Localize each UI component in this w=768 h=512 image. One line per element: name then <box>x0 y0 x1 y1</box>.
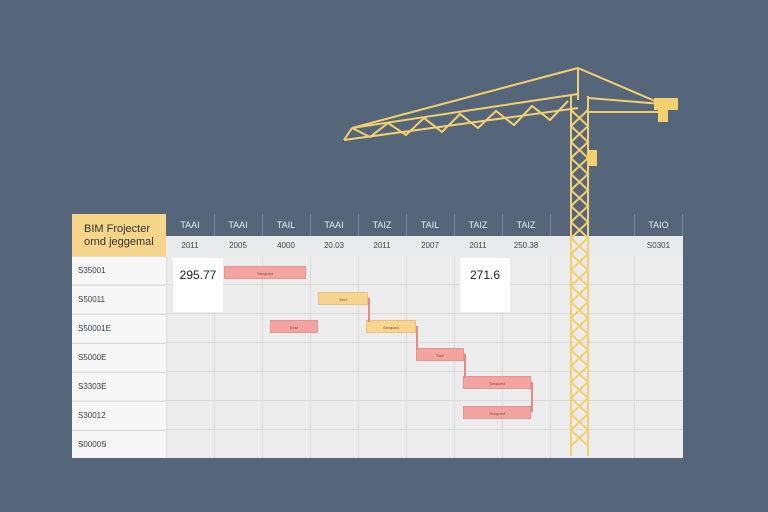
grid-line <box>166 429 683 430</box>
column-date: 2011 <box>469 241 487 250</box>
row-label: S5000E <box>72 343 166 371</box>
column-date: 2005 <box>229 241 247 250</box>
task-bar[interactable]: Secqued <box>224 266 306 279</box>
header-divider <box>214 214 215 236</box>
grid-line <box>166 371 683 372</box>
task-bar[interactable]: Secqued <box>463 376 531 389</box>
crane-mast <box>569 96 590 456</box>
header-divider <box>262 214 263 236</box>
task-bar[interactable]: Secl <box>318 292 368 305</box>
row-label: S0000S <box>72 430 166 458</box>
grid-line <box>166 400 683 401</box>
column-header: TAAI <box>324 220 344 230</box>
row-label: S50001E <box>72 314 166 342</box>
column-date: 2011 <box>373 241 391 250</box>
header-divider <box>502 214 503 236</box>
grid-line <box>166 256 167 458</box>
grid-line <box>310 256 311 458</box>
column-date: 2007 <box>421 241 439 250</box>
value-cell: 295.77 <box>173 258 223 312</box>
header-date-strip <box>166 236 683 256</box>
grid-line <box>214 256 215 458</box>
grid-line <box>166 342 683 343</box>
column-header: TAIL <box>420 220 440 230</box>
row-label: S3303E <box>72 372 166 400</box>
crane-cab <box>588 150 597 166</box>
column-date: S0301 <box>646 241 671 250</box>
header-divider <box>310 214 311 236</box>
row-label: S35001 <box>72 256 166 284</box>
header-divider <box>634 214 635 236</box>
column-header: TAAI <box>180 220 200 230</box>
column-date: 250.38 <box>513 241 539 250</box>
crane-jib <box>343 67 663 141</box>
value-cell: 271.6 <box>460 258 510 312</box>
column-header: TAIZ <box>372 220 392 230</box>
dependency-line <box>464 354 466 378</box>
header-divider <box>550 214 551 236</box>
grid-line <box>262 256 263 458</box>
task-bar[interactable]: Sacl <box>416 348 464 361</box>
grid-line <box>358 256 359 458</box>
task-bar[interactable]: Secqued <box>463 406 531 419</box>
column-header: TAIZ <box>516 220 536 230</box>
column-date: 2011 <box>181 241 199 250</box>
task-bar[interactable]: Secqued <box>366 320 416 333</box>
header-divider <box>682 214 683 236</box>
column-header: TAIZ <box>468 220 488 230</box>
dependency-line <box>416 326 418 350</box>
grid-line <box>166 284 683 285</box>
header-divider <box>454 214 455 236</box>
grid-line <box>634 256 635 458</box>
grid-line <box>166 313 683 314</box>
grid-line <box>550 256 551 458</box>
crane-counterweight-block <box>658 110 668 122</box>
chart-title-line2: ornd jeggemal <box>84 236 154 248</box>
chart-title-box: BIM Frojecter ornd jeggemal <box>72 214 166 256</box>
header-divider <box>358 214 359 236</box>
column-header: TAIO <box>648 220 669 230</box>
header-divider <box>406 214 407 236</box>
column-date: 20.03 <box>323 241 345 250</box>
task-bar[interactable]: Exst <box>270 320 318 333</box>
dependency-line <box>368 298 370 322</box>
grid-line <box>502 256 503 458</box>
column-date: 4000 <box>277 241 295 250</box>
grid-line <box>406 256 407 458</box>
column-header: TAAI <box>228 220 248 230</box>
column-header: TAIL <box>276 220 296 230</box>
crane-counterweight <box>654 98 678 110</box>
row-label: S30012 <box>72 401 166 429</box>
chart-title-line1: BIM Frojecter <box>84 223 151 235</box>
row-label: S50011 <box>72 285 166 313</box>
dependency-line <box>531 382 533 412</box>
